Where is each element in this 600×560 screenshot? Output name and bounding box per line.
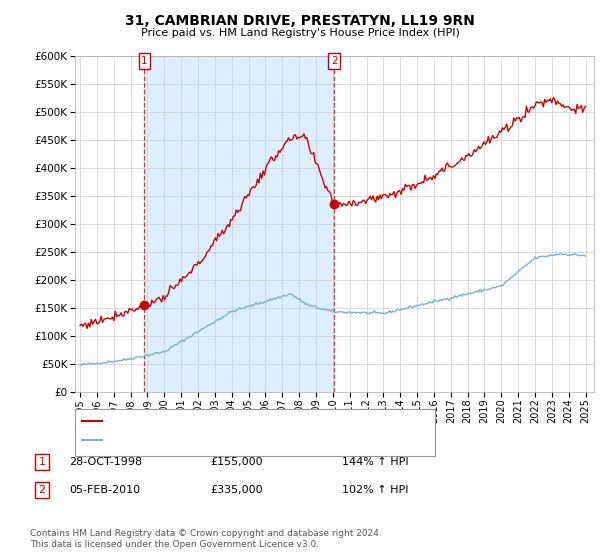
Bar [145,56,334,392]
Text: 2: 2 [38,485,46,495]
Text: Contains HM Land Registry data © Crown copyright and database right 2024.
This d: Contains HM Land Registry data © Crown c… [30,529,382,549]
Text: HPI: Average price, detached house, Denbighshire: HPI: Average price, detached house, Denb… [105,435,351,445]
Text: 1: 1 [38,457,46,467]
Text: 05-FEB-2010: 05-FEB-2010 [69,485,140,495]
Text: £335,000: £335,000 [210,485,263,495]
Text: 144% ↑ HPI: 144% ↑ HPI [342,457,409,467]
Text: 28-OCT-1998: 28-OCT-1998 [69,457,142,467]
Text: 102% ↑ HPI: 102% ↑ HPI [342,485,409,495]
Text: 2: 2 [331,56,338,66]
Text: 31, CAMBRIAN DRIVE, PRESTATYN, LL19 9RN (detached house): 31, CAMBRIAN DRIVE, PRESTATYN, LL19 9RN … [105,416,413,426]
Text: £155,000: £155,000 [210,457,263,467]
Text: 31, CAMBRIAN DRIVE, PRESTATYN, LL19 9RN: 31, CAMBRIAN DRIVE, PRESTATYN, LL19 9RN [125,14,475,28]
Text: 1: 1 [141,56,148,66]
Text: Price paid vs. HM Land Registry's House Price Index (HPI): Price paid vs. HM Land Registry's House … [140,28,460,38]
